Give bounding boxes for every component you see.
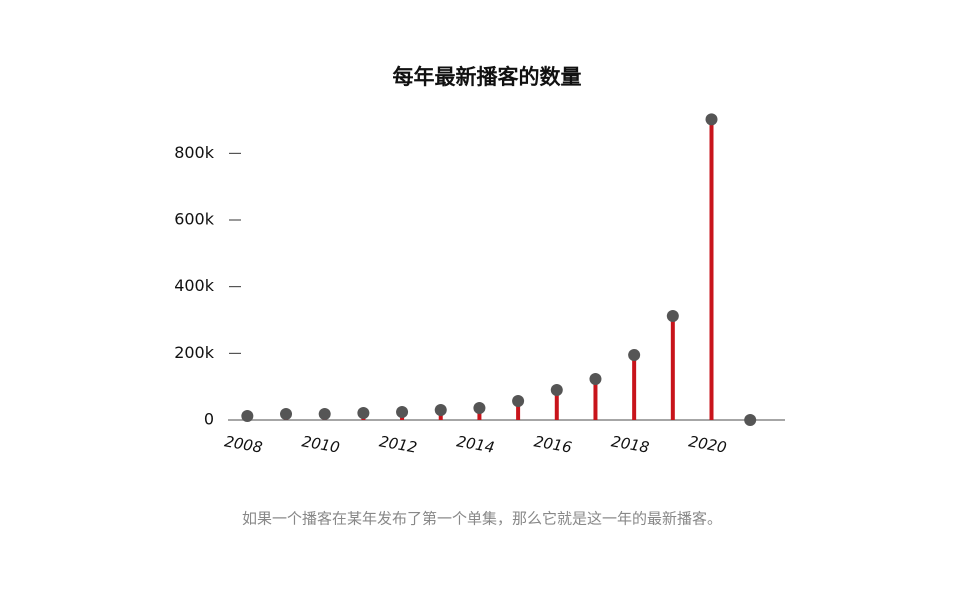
- chart-title: 每年最新播客的数量: [393, 65, 582, 89]
- dot: [628, 349, 641, 361]
- dot: [705, 113, 718, 126]
- dot: [280, 408, 293, 420]
- dot: [396, 406, 409, 418]
- y-tick-label: 400k: [174, 276, 215, 295]
- dot: [473, 402, 486, 414]
- x-tick-label: 2018: [610, 432, 651, 456]
- x-tick-label: 2016: [533, 432, 574, 456]
- dot: [357, 407, 370, 419]
- dot: [550, 384, 563, 396]
- x-tick-label: 2008: [223, 432, 264, 456]
- dot: [666, 310, 679, 322]
- y-tick-label: 0: [204, 410, 214, 429]
- dot: [434, 404, 447, 416]
- x-tick-label: 2014: [455, 432, 496, 456]
- y-tick-label: 600k: [174, 210, 215, 229]
- x-tick-label: 2010: [300, 432, 341, 456]
- caption: 如果一个播客在某年发布了第一个单集，那么它就是这一年的最新播客。: [242, 510, 722, 528]
- dot: [512, 395, 525, 407]
- x-tick-label: 2012: [378, 432, 419, 456]
- dot: [589, 373, 602, 385]
- dot: [241, 410, 254, 422]
- y-tick-label: 200k: [174, 343, 215, 362]
- x-tick-label: 2020: [687, 432, 728, 456]
- y-tick-label: 800k: [174, 143, 215, 162]
- dot: [744, 414, 757, 426]
- dot: [318, 408, 331, 420]
